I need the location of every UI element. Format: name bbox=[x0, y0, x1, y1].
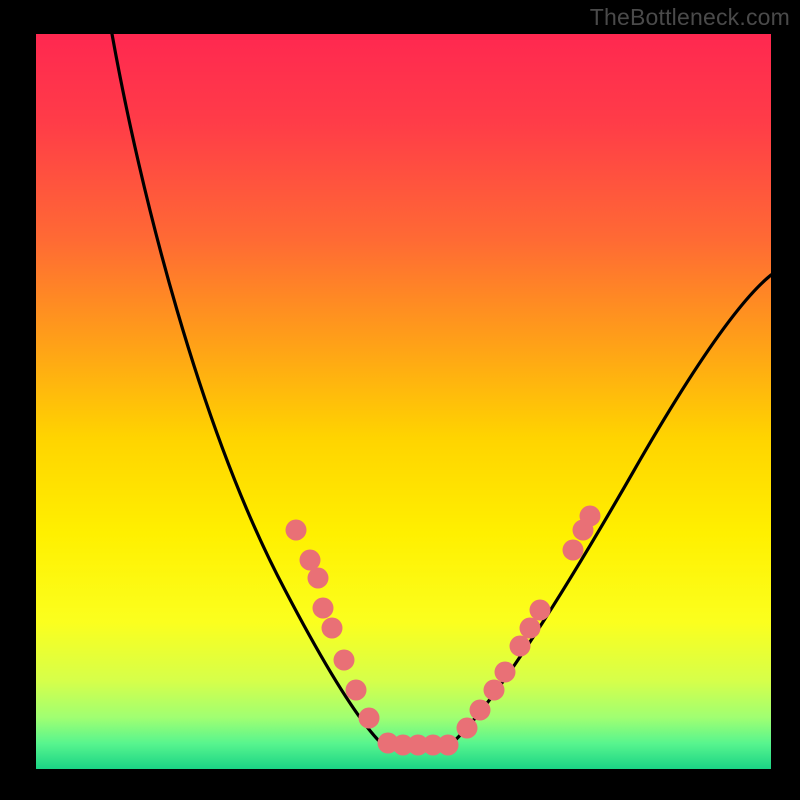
data-point bbox=[300, 550, 321, 571]
data-point bbox=[484, 680, 505, 701]
data-point bbox=[530, 600, 551, 621]
data-point bbox=[359, 708, 380, 729]
data-point bbox=[495, 662, 516, 683]
data-point bbox=[286, 520, 307, 541]
data-point bbox=[346, 680, 367, 701]
data-point bbox=[457, 718, 478, 739]
chart-stage: TheBottleneck.com bbox=[0, 0, 800, 800]
data-point bbox=[470, 700, 491, 721]
plot-background bbox=[36, 34, 771, 769]
data-point bbox=[520, 618, 541, 639]
data-point bbox=[313, 598, 334, 619]
chart-svg bbox=[0, 0, 800, 800]
data-point bbox=[308, 568, 329, 589]
watermark-text: TheBottleneck.com bbox=[590, 4, 790, 31]
data-point bbox=[580, 506, 601, 527]
data-point bbox=[510, 636, 531, 657]
data-point bbox=[563, 540, 584, 561]
data-point bbox=[438, 735, 459, 756]
data-point bbox=[334, 650, 355, 671]
data-point bbox=[322, 618, 343, 639]
